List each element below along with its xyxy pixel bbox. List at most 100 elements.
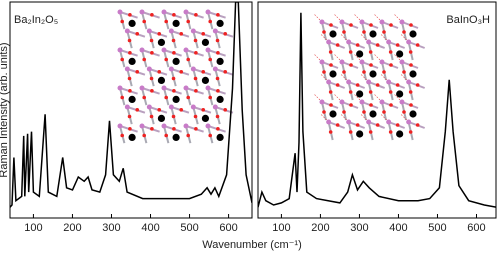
atom bbox=[190, 66, 196, 72]
atom bbox=[190, 28, 196, 34]
y-axis-label: Raman Intensity (arb. units) bbox=[0, 42, 10, 177]
atom bbox=[216, 57, 224, 65]
atom bbox=[396, 50, 404, 58]
atom bbox=[127, 38, 132, 43]
atom bbox=[215, 114, 220, 119]
bond bbox=[400, 33, 409, 43]
atom bbox=[369, 23, 373, 27]
x-tick-label: 400 bbox=[389, 222, 407, 234]
atom bbox=[329, 23, 333, 27]
atom bbox=[402, 70, 406, 74]
atom bbox=[168, 28, 174, 34]
atom bbox=[186, 133, 190, 138]
atom bbox=[415, 83, 420, 87]
atom bbox=[139, 85, 145, 91]
atom bbox=[406, 79, 412, 85]
atom bbox=[329, 30, 337, 38]
bond bbox=[393, 13, 403, 23]
bond bbox=[313, 93, 323, 103]
atom bbox=[369, 30, 377, 38]
atom bbox=[201, 114, 210, 122]
atom bbox=[355, 123, 360, 127]
atom bbox=[396, 90, 404, 98]
atom bbox=[368, 90, 373, 94]
atom bbox=[183, 85, 189, 91]
atom bbox=[172, 95, 180, 103]
atom bbox=[216, 13, 220, 17]
atom bbox=[161, 47, 167, 53]
bond bbox=[393, 93, 403, 103]
atom bbox=[142, 57, 146, 62]
atom bbox=[179, 70, 184, 74]
atom bbox=[172, 89, 176, 93]
atom bbox=[150, 13, 154, 17]
atom bbox=[355, 83, 360, 87]
bond bbox=[320, 113, 329, 123]
atom bbox=[135, 70, 140, 74]
atom bbox=[319, 19, 325, 25]
atom bbox=[172, 51, 176, 55]
atom bbox=[128, 127, 132, 131]
atom bbox=[139, 9, 145, 15]
atom bbox=[346, 39, 352, 45]
atom bbox=[402, 110, 406, 114]
atom bbox=[356, 90, 364, 98]
atom bbox=[366, 39, 372, 45]
atom bbox=[369, 70, 377, 78]
atom bbox=[172, 13, 176, 17]
atom bbox=[415, 43, 420, 47]
atom bbox=[379, 99, 385, 105]
atom bbox=[128, 13, 132, 17]
spectrum bbox=[258, 12, 496, 208]
atom bbox=[382, 30, 386, 34]
atom bbox=[194, 51, 198, 55]
atom bbox=[329, 103, 333, 107]
atom bbox=[369, 103, 373, 107]
atom bbox=[319, 59, 325, 65]
atom bbox=[342, 70, 346, 74]
atom bbox=[388, 50, 393, 54]
atom bbox=[135, 32, 140, 36]
atom bbox=[369, 63, 373, 67]
atom bbox=[386, 39, 392, 45]
x-tick-label: 500 bbox=[428, 222, 446, 234]
atom bbox=[149, 114, 154, 119]
bond bbox=[320, 33, 329, 43]
atom bbox=[386, 79, 392, 85]
atom bbox=[205, 85, 211, 91]
atom bbox=[171, 114, 176, 119]
atom bbox=[322, 110, 326, 114]
atom bbox=[128, 19, 136, 27]
atom bbox=[149, 76, 154, 81]
atom bbox=[399, 19, 405, 25]
atom bbox=[150, 89, 154, 93]
atom bbox=[359, 99, 365, 105]
atom bbox=[326, 79, 332, 85]
atom bbox=[149, 38, 154, 43]
atom bbox=[402, 30, 406, 34]
atom bbox=[329, 63, 333, 67]
atom bbox=[339, 99, 345, 105]
atom bbox=[205, 9, 211, 15]
atom bbox=[359, 59, 365, 65]
bond bbox=[313, 53, 323, 63]
atom bbox=[346, 119, 352, 125]
atom bbox=[139, 123, 145, 129]
x-tick-label: 100 bbox=[24, 222, 42, 234]
atom bbox=[193, 38, 198, 43]
bond bbox=[400, 73, 409, 83]
bond bbox=[400, 113, 409, 123]
atom bbox=[157, 38, 166, 47]
x-tick-label: 600 bbox=[219, 222, 237, 234]
atom bbox=[382, 70, 386, 74]
atom bbox=[362, 70, 366, 74]
atom bbox=[183, 9, 189, 15]
sample-label: BaInO₃H bbox=[446, 14, 490, 26]
atom bbox=[150, 51, 154, 55]
atom bbox=[157, 108, 162, 112]
atom bbox=[117, 123, 123, 129]
atom bbox=[342, 110, 346, 114]
atom bbox=[127, 76, 132, 81]
atom bbox=[409, 23, 413, 27]
atom bbox=[223, 70, 228, 74]
